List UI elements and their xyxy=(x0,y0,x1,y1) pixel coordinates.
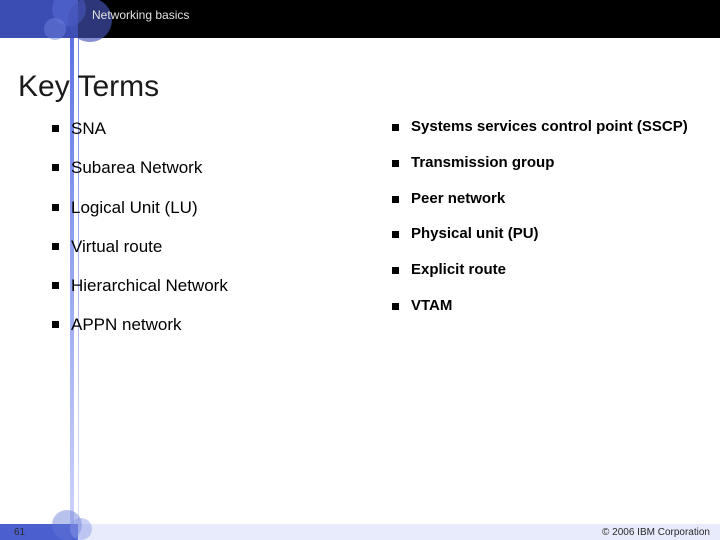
bullet-icon xyxy=(52,321,59,328)
slide-number: 61 xyxy=(14,527,25,538)
breadcrumb: Networking basics xyxy=(92,8,189,22)
top-bar-accent xyxy=(0,0,78,38)
term-label: Systems services control point (SSCP) xyxy=(411,118,688,137)
bullet-icon xyxy=(392,160,399,167)
copyright: © 2006 IBM Corporation xyxy=(602,527,710,538)
term-label: Virtual route xyxy=(71,236,162,257)
bullet-icon xyxy=(392,124,399,131)
bullet-icon xyxy=(392,196,399,203)
footer-accent xyxy=(0,524,78,540)
list-item: Virtual route xyxy=(52,236,352,257)
list-item: Peer network xyxy=(392,190,692,209)
bullet-icon xyxy=(392,303,399,310)
bullet-icon xyxy=(52,204,59,211)
list-item: Subarea Network xyxy=(52,157,352,178)
top-bar: Networking basics xyxy=(0,0,720,38)
term-label: Logical Unit (LU) xyxy=(71,197,198,218)
bullet-icon xyxy=(392,231,399,238)
bullet-icon xyxy=(52,125,59,132)
term-label: Hierarchical Network xyxy=(71,275,228,296)
term-label: SNA xyxy=(71,118,106,139)
term-label: Physical unit (PU) xyxy=(411,225,539,244)
list-item: SNA xyxy=(52,118,352,139)
content-area: SNA Subarea Network Logical Unit (LU) Vi… xyxy=(52,118,692,354)
list-item: Transmission group xyxy=(392,154,692,173)
slide: Networking basics Key Terms SNA Subarea … xyxy=(0,0,720,540)
list-item: Physical unit (PU) xyxy=(392,225,692,244)
list-item: APPN network xyxy=(52,314,352,335)
list-item: Explicit route xyxy=(392,261,692,280)
left-column: SNA Subarea Network Logical Unit (LU) Vi… xyxy=(52,118,352,354)
term-label: Subarea Network xyxy=(71,157,202,178)
term-label: Explicit route xyxy=(411,261,506,280)
term-label: VTAM xyxy=(411,297,452,316)
term-label: Transmission group xyxy=(411,154,554,173)
list-item: Systems services control point (SSCP) xyxy=(392,118,692,137)
page-title: Key Terms xyxy=(18,70,159,104)
term-label: APPN network xyxy=(71,314,182,335)
bullet-icon xyxy=(392,267,399,274)
list-item: Logical Unit (LU) xyxy=(52,197,352,218)
bullet-icon xyxy=(52,164,59,171)
list-item: Hierarchical Network xyxy=(52,275,352,296)
bullet-icon xyxy=(52,243,59,250)
list-item: VTAM xyxy=(392,297,692,316)
bullet-icon xyxy=(52,282,59,289)
term-label: Peer network xyxy=(411,190,505,209)
right-column: Systems services control point (SSCP) Tr… xyxy=(392,118,692,354)
